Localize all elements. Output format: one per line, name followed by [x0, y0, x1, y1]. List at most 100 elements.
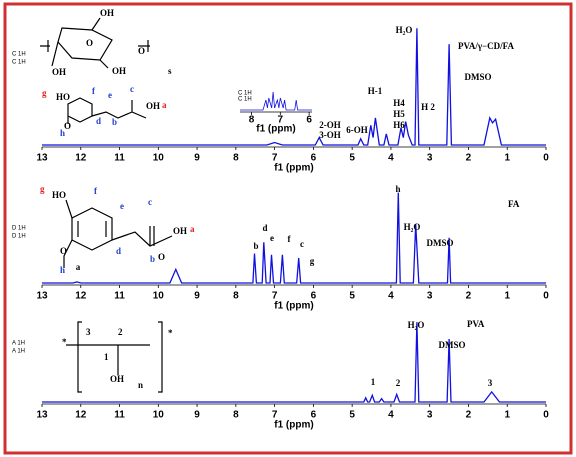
frame [3, 2, 573, 455]
x-tick-label: 1 [504, 291, 510, 302]
x-tick-label: 13 [36, 291, 48, 302]
structure-label: * [62, 337, 67, 347]
structure-label: f [94, 186, 98, 196]
structure-label: d [96, 116, 101, 126]
peak-label: DMSO [439, 340, 466, 350]
x-tick-label: 11 [114, 153, 125, 164]
x-tick-label: 9 [194, 291, 200, 302]
cd-structure [40, 17, 150, 69]
x-tick-label: 12 [75, 410, 87, 421]
x-tick-label: 4 [388, 153, 394, 164]
x-tick-label: 10 [153, 291, 165, 302]
structure-label: 3 [86, 327, 91, 337]
x-tick-label: 8 [233, 291, 239, 302]
x-tick-label: 6 [311, 410, 317, 421]
x-tick-label: 4 [388, 291, 394, 302]
x-tick-label: 13 [36, 153, 48, 164]
structure-label: OH [112, 66, 126, 76]
trace-label: C 1H [12, 52, 26, 58]
structure-label: b [112, 117, 117, 127]
x-tick-label: 1 [504, 153, 510, 164]
structure-label: OH [100, 8, 114, 18]
panel-title: PVA/γ−CD/FA [458, 41, 515, 51]
peak-label: H 2 [421, 102, 435, 112]
peak-label: H₂O [404, 222, 421, 232]
x-tick-label: 6 [311, 291, 317, 302]
trace-label: C 1H [12, 60, 26, 66]
peak-label: H6 [393, 120, 405, 130]
x-tick-label: 3 [427, 153, 433, 164]
x-tick-label: 8 [233, 410, 239, 421]
trace-label: A 1H [12, 349, 25, 355]
spectrum [42, 322, 546, 403]
structure-label: g [40, 184, 45, 194]
x-tick-label: 7 [278, 115, 284, 126]
structure-label: O [138, 46, 145, 56]
panel-title: PVA [467, 319, 485, 329]
x-tick-label: 7 [272, 153, 278, 164]
x-tick-label: 0 [543, 153, 549, 164]
peak-label: g [310, 256, 315, 266]
structure-label: f [92, 86, 96, 96]
x-tick-label: 2 [466, 291, 472, 302]
x-tick-label: 11 [114, 410, 125, 421]
structure-label: O [64, 121, 71, 131]
spectrum [240, 91, 312, 111]
structure-label: h [60, 265, 65, 275]
peak-label: c [300, 239, 304, 249]
peak-label: a [76, 262, 81, 272]
x-tick-label: 13 [36, 410, 48, 421]
x-tick-label: 9 [194, 410, 200, 421]
x-tick-label: 3 [427, 291, 433, 302]
structure-label: OH [110, 374, 124, 384]
x-tick-label: 8 [249, 115, 255, 126]
peak-label: 2 [396, 378, 401, 388]
x-tick-label: 7 [272, 291, 278, 302]
structure-label: a [190, 224, 195, 234]
trace-label: A 1H [12, 341, 25, 347]
peak-label: H4 [393, 98, 405, 108]
pva-structure [66, 321, 163, 393]
x-tick-label: 6 [311, 153, 317, 164]
structure-label: O [60, 246, 67, 256]
structure-label: O [158, 252, 165, 262]
inset-trace-label: C 1H [238, 97, 252, 103]
inset-trace-label: C 1H [238, 91, 252, 97]
trace-label: D 1H [12, 234, 26, 240]
peak-label: d [262, 223, 267, 233]
x-tick-label: 0 [543, 410, 549, 421]
structure-label: b [150, 254, 155, 264]
fa-structure [63, 199, 173, 268]
spectrum [42, 28, 546, 146]
x-tick-label: 5 [349, 410, 355, 421]
x-tick-label: 12 [75, 291, 87, 302]
structure-label: HO [56, 92, 70, 102]
x-tick-label: 0 [543, 291, 549, 302]
x-tick-label: 5 [349, 153, 355, 164]
peak-label: 1 [371, 377, 376, 387]
x-tick-label: 4 [388, 410, 394, 421]
structure-label: e [120, 201, 124, 211]
peak-label: f [288, 234, 292, 244]
x-tick-label: 10 [153, 153, 165, 164]
x-tick-label: 1 [504, 410, 510, 421]
structure-label: a [162, 100, 167, 110]
x-axis-label: f1 (ppm) [256, 124, 295, 135]
structure-label: OH [173, 226, 187, 236]
fa-small-structure [67, 97, 147, 124]
x-axis-label: f1 (ppm) [274, 163, 313, 174]
peak-label: DMSO [465, 72, 492, 82]
peak-label: H₂O [396, 25, 413, 35]
peak-label: b [253, 241, 258, 251]
x-tick-label: 6 [306, 115, 312, 126]
x-tick-label: 8 [233, 153, 239, 164]
x-tick-label: 3 [427, 410, 433, 421]
structure-label: * [168, 328, 173, 338]
structure-label: 2 [118, 327, 123, 337]
spectrum [42, 192, 546, 284]
structure-label: g [42, 88, 47, 98]
x-tick-label: 12 [75, 153, 87, 164]
peak-label: 6-OH [346, 125, 368, 135]
peak-label: H₂O [408, 320, 425, 330]
